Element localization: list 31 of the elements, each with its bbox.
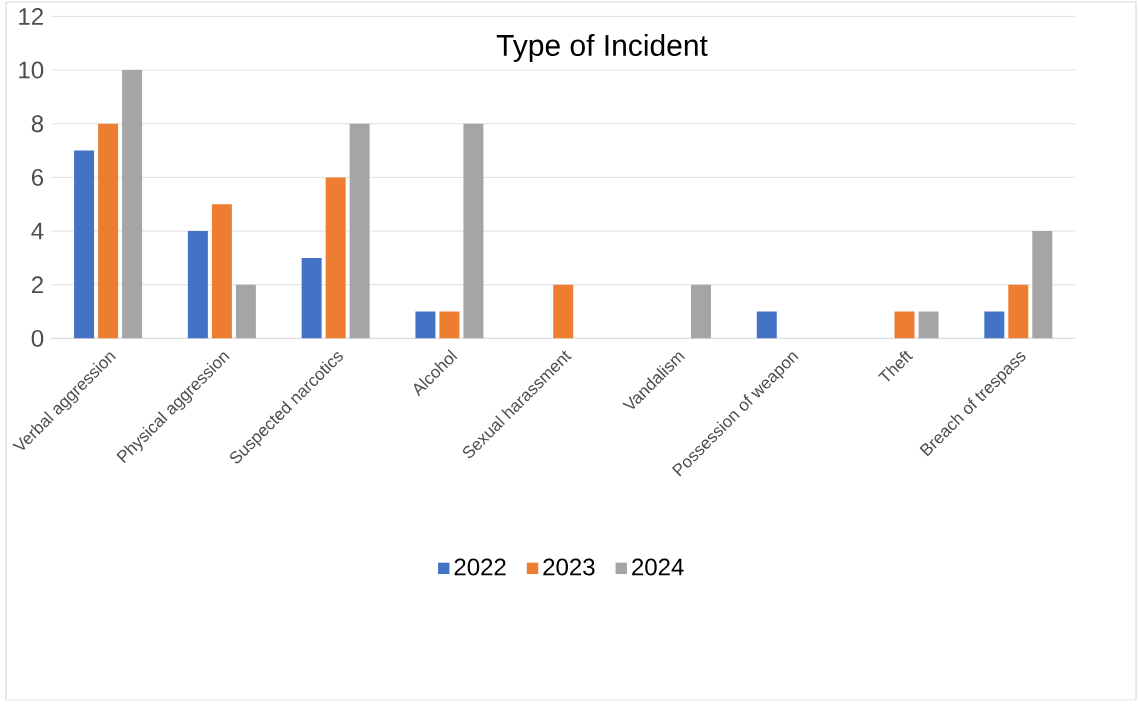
bar (439, 311, 460, 339)
bar (690, 284, 711, 339)
bar (211, 204, 232, 339)
bar (1032, 231, 1053, 339)
bar (756, 311, 777, 339)
bar (187, 231, 208, 339)
bar (984, 311, 1005, 339)
bar (122, 70, 143, 339)
bar (349, 123, 370, 339)
y-tick-label: 6 (32, 168, 44, 186)
bar (325, 177, 346, 339)
y-tick-label: 12 (19, 8, 43, 25)
y-tick-label: 10 (19, 61, 44, 79)
y-tick-label: 2 (31, 276, 43, 294)
bar (98, 123, 119, 339)
bar (301, 257, 322, 339)
bar (463, 123, 484, 339)
bar (235, 284, 256, 339)
bar (918, 311, 939, 339)
y-tick-label: 8 (31, 115, 44, 133)
y-tick-label: 4 (31, 222, 44, 240)
legend-label: 2022 (454, 558, 506, 576)
bar (415, 311, 436, 339)
bar (74, 150, 95, 339)
bar (1008, 284, 1029, 339)
text: Type of Incident (496, 34, 708, 62)
bar (894, 311, 915, 339)
y-tick-label: 0 (31, 329, 44, 347)
legend-label: 2024 (632, 558, 684, 576)
legend-label: 2023 (543, 558, 595, 576)
bar (553, 284, 574, 339)
